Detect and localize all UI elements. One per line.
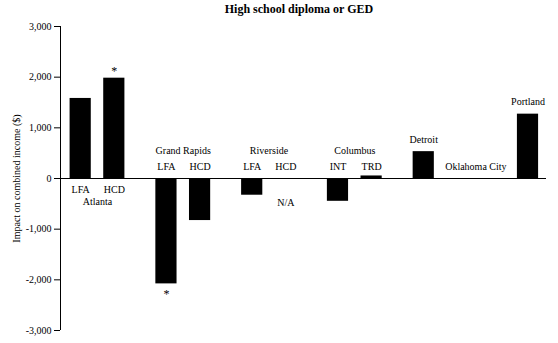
svg-text:LFA: LFA: [243, 161, 262, 172]
svg-text:INT: INT: [330, 161, 347, 172]
svg-text:Detroit: Detroit: [410, 134, 439, 145]
svg-text:HCD: HCD: [104, 184, 125, 195]
svg-text:HCD: HCD: [190, 161, 211, 172]
svg-text:2,000: 2,000: [29, 71, 52, 82]
svg-text:0: 0: [47, 173, 52, 184]
svg-text:1,000: 1,000: [29, 122, 52, 133]
svg-text:-1,000: -1,000: [26, 223, 52, 234]
html-text:High school diploma or GED: High school diploma or GED: [224, 2, 374, 16]
svg-text:-2,000: -2,000: [26, 274, 52, 285]
svg-text:*: *: [163, 287, 169, 301]
svg-text:*: *: [111, 64, 117, 78]
svg-text:Impact on combined income ($): Impact on combined income ($): [11, 114, 23, 242]
svg-text:Columbus: Columbus: [334, 145, 375, 156]
svg-text:LFA: LFA: [72, 184, 91, 195]
svg-text:-3,000: -3,000: [26, 325, 52, 336]
svg-text:TRD: TRD: [362, 161, 382, 172]
svg-text:Riverside: Riverside: [250, 145, 289, 156]
svg-text:Portland: Portland: [511, 96, 545, 107]
svg-text:N/A: N/A: [277, 197, 295, 208]
svg-text:3,000: 3,000: [29, 21, 52, 32]
svg-text:Oklahoma City: Oklahoma City: [445, 161, 506, 172]
svg-text:Atlanta: Atlanta: [83, 196, 113, 207]
svg-text:Grand Rapids: Grand Rapids: [156, 145, 211, 156]
svg-text:HCD: HCD: [275, 161, 296, 172]
svg-text:LFA: LFA: [157, 161, 176, 172]
